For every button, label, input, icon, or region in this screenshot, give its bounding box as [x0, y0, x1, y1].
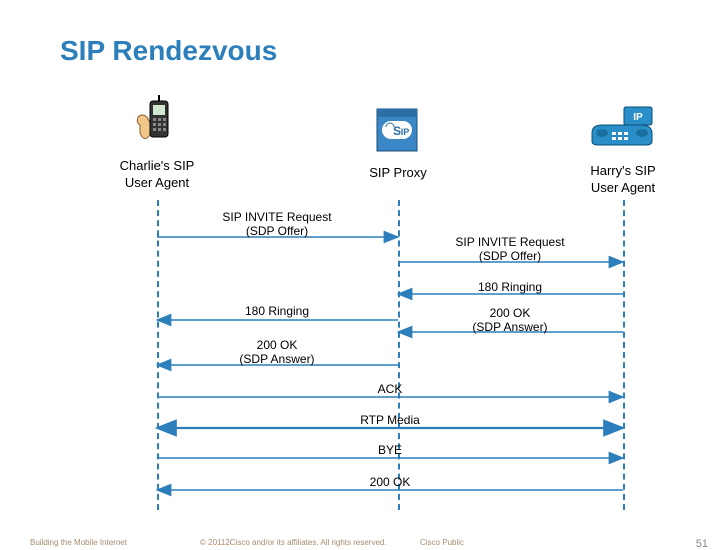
actor-proxy: S IP SIP Proxy — [358, 105, 438, 182]
message-label-2: 180 Ringing — [430, 280, 590, 294]
lifeline-harry — [623, 200, 625, 510]
message-label-4: 200 OK (SDP Answer) — [430, 306, 590, 335]
message-label-7: RTP Media — [310, 413, 470, 427]
lifeline-charlie — [157, 200, 159, 510]
message-label-0: SIP INVITE Request (SDP Offer) — [197, 210, 357, 239]
footer-page-number: 51 — [696, 538, 708, 550]
actor-proxy-label: SIP Proxy — [358, 165, 438, 181]
message-label-3: 180 Ringing — [197, 304, 357, 318]
slide-title: SIP Rendezvous — [60, 35, 277, 67]
actor-charlie-label: Charlie's SIP User Agent — [112, 158, 202, 191]
svg-text:IP: IP — [400, 127, 409, 137]
ip-phone-icon: IP — [578, 105, 668, 159]
actor-charlie: Charlie's SIP User Agent — [112, 95, 202, 191]
message-label-5: 200 OK (SDP Answer) — [197, 338, 357, 367]
mobile-phone-icon — [112, 95, 202, 154]
sequence-arrows — [0, 0, 728, 546]
actor-harry-label: Harry's SIP User Agent — [578, 163, 668, 196]
message-label-1: SIP INVITE Request (SDP Offer) — [430, 235, 590, 264]
svg-text:IP: IP — [633, 112, 643, 123]
actor-harry: IP Harry's SIP User Agent — [578, 105, 668, 196]
message-label-9: 200 OK — [310, 475, 470, 489]
sip-proxy-icon: S IP — [358, 105, 438, 161]
lifeline-proxy — [398, 200, 400, 510]
message-label-8: BYE — [310, 443, 470, 457]
message-label-6: ACK — [310, 382, 470, 396]
